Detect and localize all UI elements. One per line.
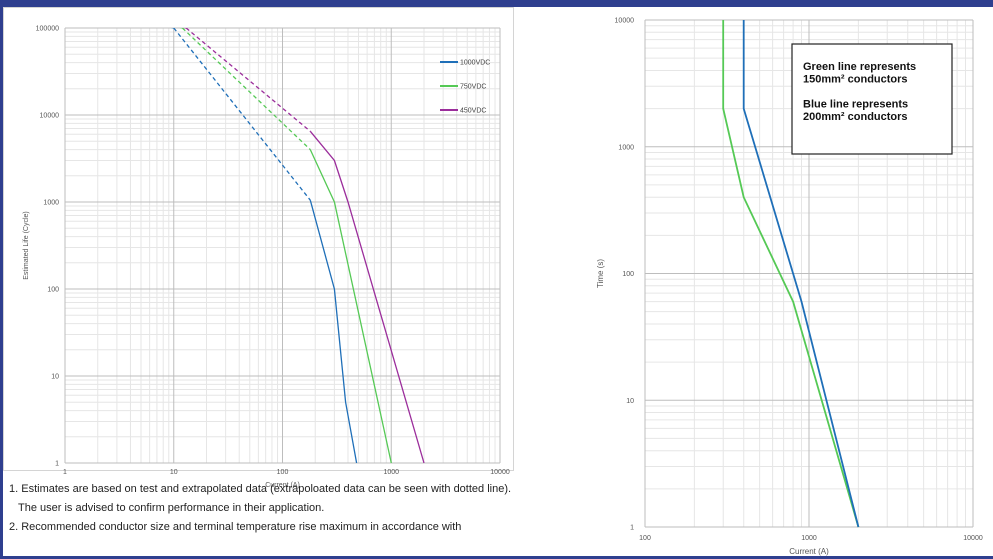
chart1-series-group <box>171 28 425 463</box>
chart2-ytick-label: 10000 <box>615 18 635 25</box>
chart1-grid <box>64 27 501 464</box>
chart2-yaxis-label: Time (s) <box>596 259 605 288</box>
series-1000VDC-line-start <box>171 28 174 29</box>
chart2-xtick-label: 1000 <box>801 535 817 542</box>
chart1-ytick-label: 1000 <box>43 200 59 207</box>
series-750VDC-dashed-line <box>181 28 311 151</box>
series-blue-line <box>742 20 860 528</box>
chart1-ytick-label: 10 <box>51 374 59 381</box>
legend-label: 450VDC <box>460 108 486 115</box>
annotation-text: Green line represents <box>803 61 916 73</box>
series-750VDC-line-end <box>309 149 392 463</box>
chart1-xtick-label: 10 <box>170 469 178 476</box>
left-chart-frame <box>3 7 514 471</box>
bottom-border <box>0 556 993 559</box>
chart2-ytick-label: 1000 <box>618 144 634 151</box>
annotation-text: 150mm² conductors <box>803 74 908 86</box>
chart1-ytick-label: 100 <box>47 287 59 294</box>
chart2-xaxis-label: Current (A) <box>789 547 829 556</box>
chart1-ytick-label: 10000 <box>40 113 60 120</box>
annotation-box <box>791 43 953 155</box>
annotation-text: 200mm² conductors <box>803 111 908 123</box>
chart1-xtick-label: 10000 <box>490 469 510 476</box>
series-450VDC-line-end <box>309 130 425 463</box>
series-green-line <box>722 20 860 528</box>
series-1000VDC-dashed-line <box>173 28 311 201</box>
chart2-xtick-label: 100 <box>639 535 651 542</box>
chart1-ytick-label: 1 <box>55 461 59 468</box>
chart1-xtick-label: 1 <box>63 469 67 476</box>
series-450VDC-line-start <box>183 28 187 29</box>
top-border <box>0 0 993 7</box>
annotation-text: Blue line represents <box>803 99 908 111</box>
chart1-yaxis-label: Estimated Life (Cycle) <box>23 211 30 279</box>
chart1-xtick-label: 1000 <box>383 469 399 476</box>
chart2-ytick-label: 1 <box>630 525 634 532</box>
chart1-legend: 1000VDC 750VDC 450VDC <box>440 60 490 115</box>
series-450VDC-dashed-line <box>185 28 311 132</box>
footnotes: 1. Estimates are based on test and extra… <box>9 480 609 537</box>
chart2-ytick-label: 10 <box>626 398 634 405</box>
series-1000VDC-line-end <box>309 200 358 463</box>
note-1: 1. Estimates are based on test and extra… <box>9 483 512 495</box>
left-border <box>0 0 3 559</box>
legend-label: 750VDC <box>460 84 486 91</box>
chart1-ytick-label: 100000 <box>36 26 59 33</box>
series-750VDC-line-start <box>179 28 183 29</box>
chart2-xtick-label: 10000 <box>963 535 983 542</box>
chart1-xtick-label: 100 <box>277 469 289 476</box>
legend-label: 1000VDC <box>460 60 490 67</box>
note-2: 2. Recommended conductor size and termin… <box>9 521 462 533</box>
note-1-continued: The user is advised to confirm performan… <box>18 502 325 514</box>
chart2-ytick-label: 100 <box>622 271 634 278</box>
chart1-xaxis-label: Current (A) <box>265 482 300 489</box>
